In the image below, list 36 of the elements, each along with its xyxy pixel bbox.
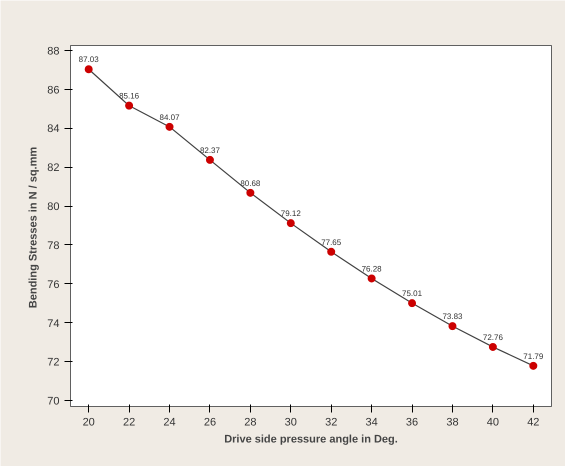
x-tick-label: 24 (163, 416, 176, 428)
x-axis-title: Drive side pressure angle in Deg. (224, 434, 398, 446)
x-tick-label: 42 (527, 416, 540, 428)
y-tick-label: 84 (47, 123, 60, 136)
x-tick-label: 40 (486, 416, 500, 428)
data-label: 76.28 (362, 264, 382, 274)
x-tick-label: 20 (82, 416, 95, 428)
y-axis-title: Bending Stresses in N / sq.mm (27, 146, 40, 308)
y-tick-label: 86 (47, 84, 60, 96)
data-label: 82.37 (200, 146, 221, 155)
y-tick-label: 72 (47, 356, 60, 369)
data-label: 71.79 (523, 352, 544, 361)
y-tick-label: 80 (47, 201, 60, 214)
data-label: 79.12 (280, 209, 302, 218)
x-tick-label: 36 (406, 416, 418, 428)
x-tick-label: 34 (366, 416, 378, 428)
x-tick-label: 26 (204, 416, 216, 428)
y-tick-label: 78 (47, 240, 60, 252)
y-tick-label: 74 (47, 318, 60, 330)
data-label: 77.65 (321, 238, 342, 247)
data-label: 84.07 (160, 112, 180, 122)
data-label: 87.03 (78, 55, 100, 64)
data-label: 72.76 (482, 332, 504, 342)
y-tick-label: 76 (47, 278, 60, 291)
x-tick-label: 30 (284, 416, 297, 428)
x-tick-label: 38 (446, 416, 459, 428)
data-label: 73.83 (442, 312, 464, 322)
y-tick-label: 82 (47, 162, 60, 174)
data-label: 75.01 (402, 289, 423, 298)
y-tick-label: 70 (47, 396, 60, 408)
x-tick-label: 32 (325, 416, 338, 428)
x-tick-label: 22 (122, 416, 136, 428)
data-label: 80.68 (240, 178, 261, 188)
data-label: 85.16 (119, 92, 140, 101)
x-tick-label: 28 (244, 416, 256, 428)
y-tick-label: 88 (47, 45, 60, 58)
